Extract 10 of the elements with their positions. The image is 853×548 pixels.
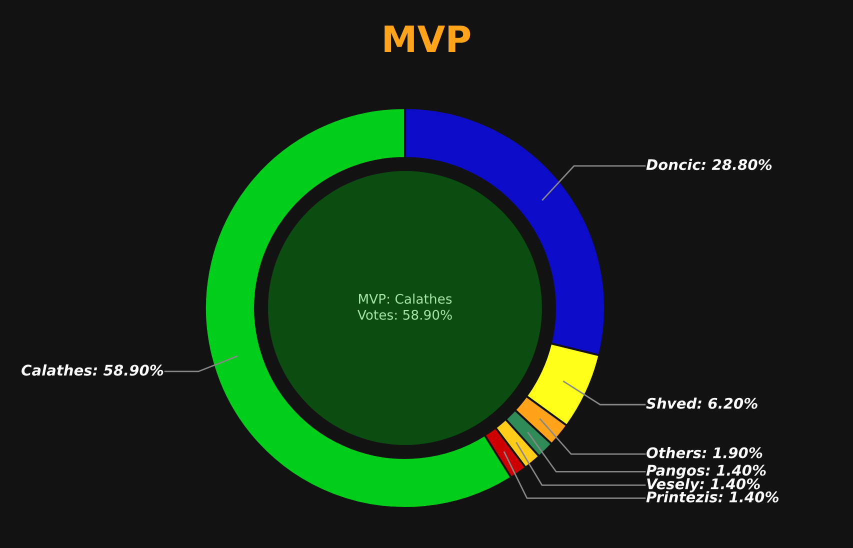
slice-label: Printezis: 1.40% [646,491,779,502]
slice-label: Pangos: 1.40% [646,464,766,479]
text: MVP: Calathes [359,294,452,304]
slice-label: Shved: 6.20% [646,398,758,409]
chart-title: MVP [384,26,470,52]
slice-label: Vesely: 1.40% [647,478,760,492]
text: Votes: 58.90% [358,310,452,320]
slice-label: Others: 1.90% [646,446,762,458]
slice-label: Calathes: 58.90% [22,364,164,376]
slice-label: Doncic: 28.80% [646,158,772,170]
